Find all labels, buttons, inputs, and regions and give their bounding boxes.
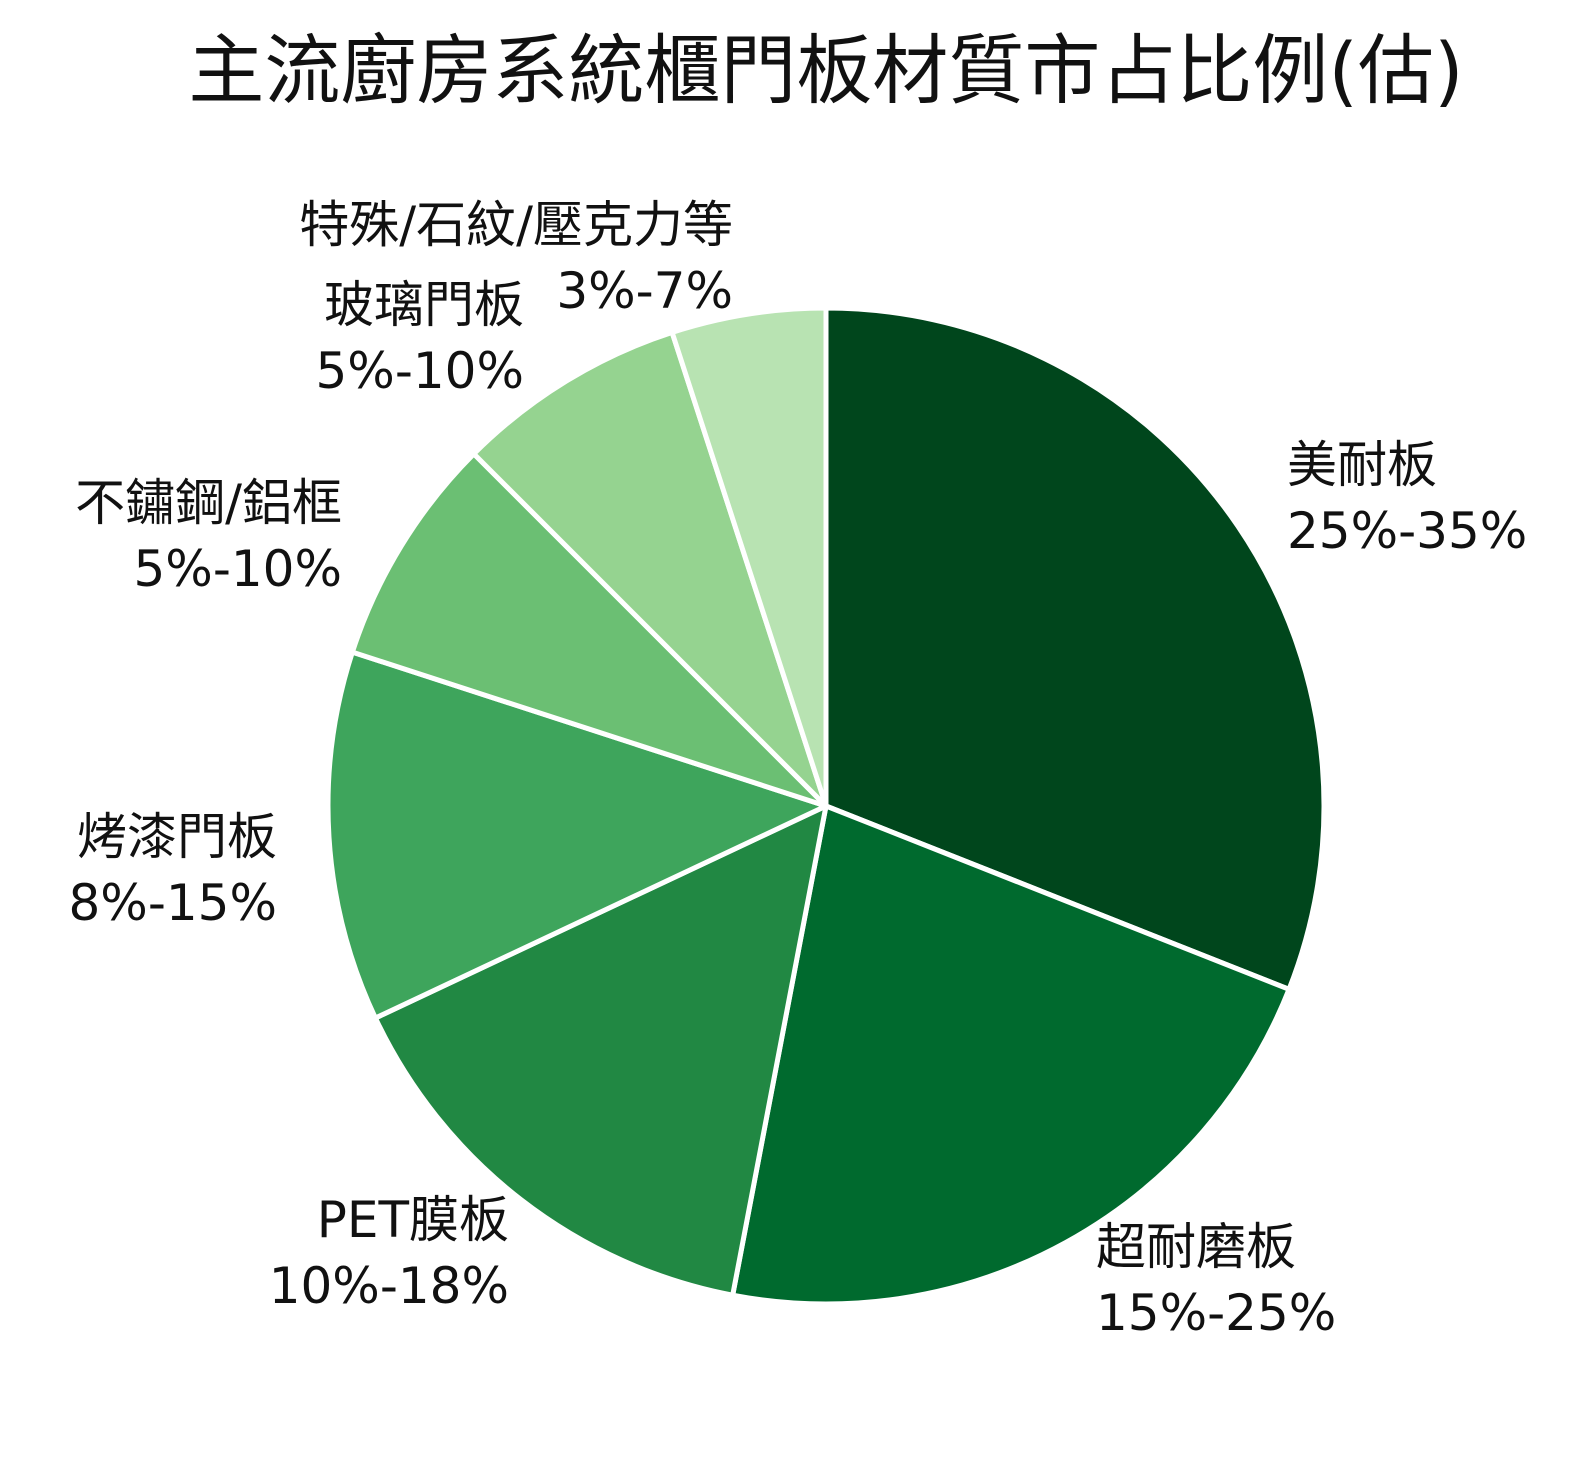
slice-range-label-6: 5%-10% — [316, 342, 525, 400]
pie-slice-5 — [349, 451, 829, 809]
slice-label-6: 玻璃門板 — [324, 276, 524, 334]
slice-range-label-3: 10%-18% — [269, 1257, 509, 1315]
pie-labels: 美耐板 25%-35% 超耐磨板 15%-25% PET膜板 10%-18% 烤漆門板 8%-… — [69, 196, 1528, 1342]
slice-label-2: 超耐磨板 — [1096, 1218, 1296, 1276]
pie-slices — [325, 305, 1327, 1307]
pie-slice-3 — [372, 803, 829, 1298]
slice-range-label-1: 25%-35% — [1287, 502, 1527, 560]
slice-range-label-7: 3%-7% — [556, 262, 733, 320]
pie-slice-2 — [730, 803, 1292, 1307]
slice-label-7: 特殊/石紋/壓克力等 — [299, 196, 733, 254]
chart-title: 主流廚房系統櫃門板材質市占比例(估) — [188, 26, 1463, 115]
pie-slice-4 — [325, 649, 829, 1021]
pie-slice-1 — [823, 305, 1327, 992]
slice-label-5: 不鏽鋼/鋁框 — [75, 474, 342, 532]
slice-label-4: 烤漆門板 — [77, 808, 277, 866]
slice-label-1: 美耐板 — [1287, 436, 1437, 494]
slice-range-label-4: 8%-15% — [69, 874, 278, 932]
slice-range-label-5: 5%-10% — [134, 540, 343, 598]
slice-label-3: PET膜板 — [317, 1191, 509, 1249]
slice-range-label-2: 15%-25% — [1096, 1284, 1336, 1342]
pie-slice-6 — [471, 329, 829, 809]
pie-slice-7 — [669, 305, 829, 809]
